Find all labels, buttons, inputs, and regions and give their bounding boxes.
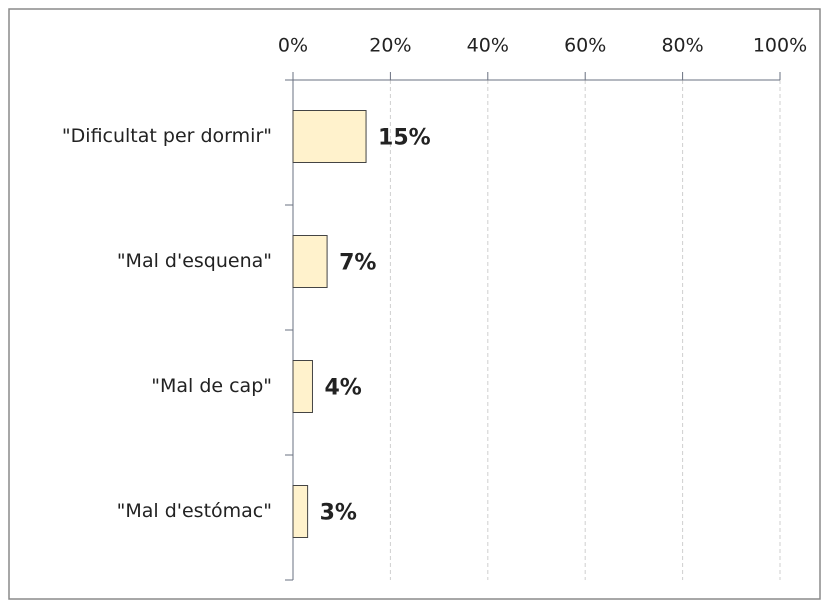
y-tick-label: "Mal d'estómac" bbox=[117, 500, 272, 522]
value-label: 15% bbox=[378, 126, 431, 151]
value-label: 3% bbox=[320, 501, 357, 526]
value-label: 7% bbox=[339, 251, 376, 276]
x-tick-label: 80% bbox=[661, 35, 703, 57]
bar bbox=[292, 485, 309, 538]
x-tick-label: 0% bbox=[278, 35, 308, 57]
y-tick-label: "Mal d'esquena" bbox=[117, 250, 272, 272]
bar bbox=[292, 360, 313, 413]
bar bbox=[292, 235, 328, 288]
y-tick-label: "Mal de cap" bbox=[151, 375, 272, 397]
x-tick-label: 40% bbox=[467, 35, 509, 57]
x-tick-label: 60% bbox=[564, 35, 606, 57]
x-tick-label: 20% bbox=[369, 35, 411, 57]
x-tick-label: 100% bbox=[753, 35, 807, 57]
y-tick-label: "Dificultat per dormir" bbox=[62, 125, 272, 147]
bar bbox=[292, 110, 367, 163]
value-label: 4% bbox=[324, 376, 361, 401]
chart-border bbox=[8, 8, 821, 600]
